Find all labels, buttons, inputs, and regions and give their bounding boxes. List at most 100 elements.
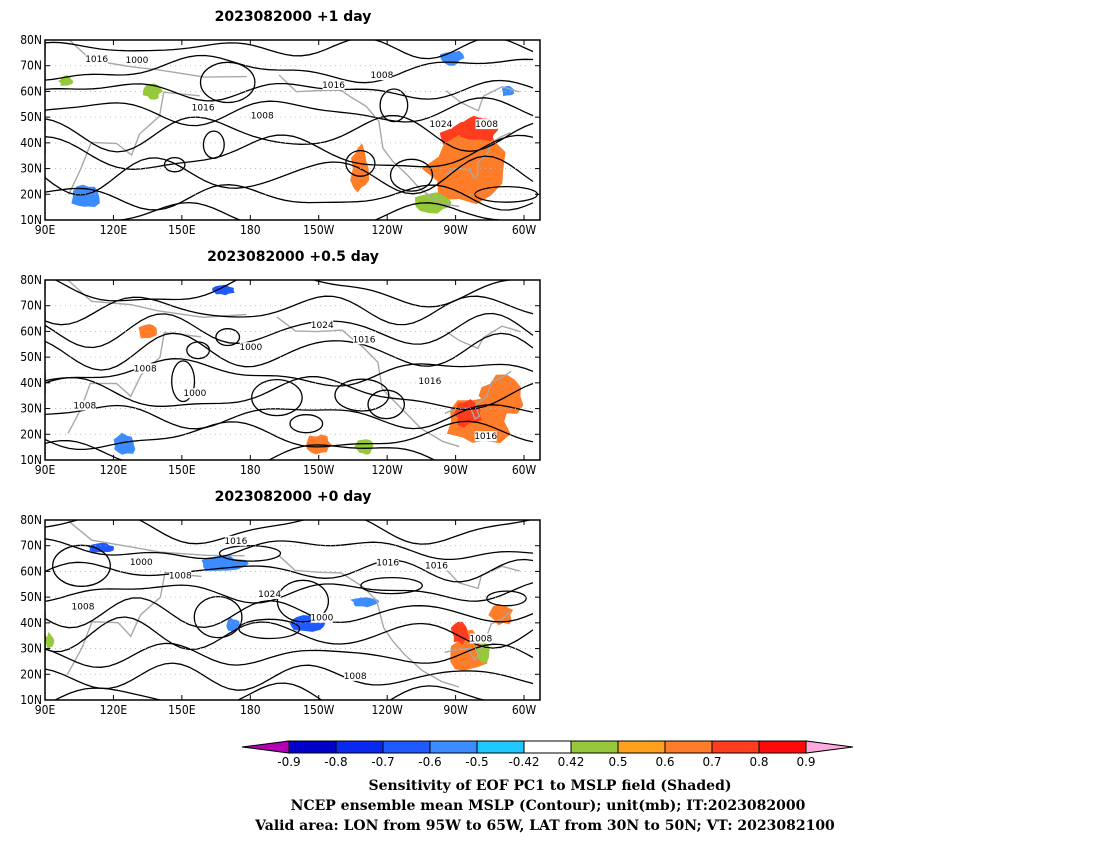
- contour-label-bg: [258, 589, 281, 600]
- sensitivity-shading: [113, 432, 136, 455]
- coastline: [66, 280, 247, 319]
- x-tick-label: 90W: [443, 703, 468, 717]
- mslp-contour: [45, 558, 534, 583]
- colorbar-box: [288, 740, 337, 754]
- contour-label: 1008: [251, 111, 274, 121]
- caption-line-2: NCEP ensemble mean MSLP (Contour); unit(…: [291, 798, 806, 814]
- colorbar-extend-left: [241, 740, 290, 754]
- y-tick-label: 50N: [20, 590, 42, 604]
- map-3: 1008 1000 1008 1016 1024 1000 1008 1016 1016 1008…: [20, 513, 541, 717]
- y-tick-label: 30N: [20, 402, 42, 416]
- mslp-contour: [45, 682, 487, 700]
- mslp-closed-contour: [251, 378, 303, 417]
- contour-label: 1016: [425, 561, 448, 571]
- sensitivity-shading: [45, 631, 55, 650]
- coastline: [67, 520, 245, 557]
- colorbar-label: 0.9: [796, 755, 815, 769]
- mslp-contour: [45, 332, 534, 371]
- colorbar-label: -0.6: [418, 755, 441, 769]
- mslp-contour: [45, 295, 534, 326]
- y-tick-label: 70N: [20, 539, 42, 553]
- y-tick-label: 40N: [20, 136, 42, 150]
- contour-label-bg: [73, 400, 96, 411]
- x-tick-label: 150W: [303, 463, 335, 477]
- coastline: [445, 85, 520, 112]
- mslp-closed-contour: [52, 544, 111, 587]
- mslp-contour: [45, 616, 534, 653]
- x-tick-label: 60W: [512, 463, 537, 477]
- x-tick-label: 180: [240, 223, 261, 237]
- contour-label: 1024: [311, 321, 334, 331]
- map-2: 1008 1008 1000 1000 1024 1016 1016 1016 90E 120E 1…: [20, 273, 541, 477]
- x-tick-label: 150E: [168, 703, 196, 717]
- contour-label-bg: [224, 535, 247, 546]
- contour-label-bg: [370, 70, 393, 81]
- colorbar-label: -0.9: [277, 755, 300, 769]
- contour-label: 1016: [85, 55, 108, 65]
- colorbar-label: 0.5: [608, 755, 627, 769]
- mslp-contour: [45, 376, 534, 410]
- x-tick-label: 60W: [512, 223, 537, 237]
- contour-label: 1024: [258, 590, 281, 600]
- y-tick-label: 10N: [20, 213, 42, 227]
- colorbar-box: [664, 740, 713, 754]
- mslp-closed-contour: [379, 88, 409, 123]
- contour-label-bg: [469, 633, 492, 644]
- x-tick-label: 150W: [303, 703, 335, 717]
- mslp-closed-contour: [367, 389, 406, 420]
- contour-label: 1008: [370, 71, 393, 81]
- contour-label-bg: [130, 556, 153, 567]
- map-frame: [44, 39, 541, 221]
- panel-1-title: 2023082000 +1 day: [215, 9, 372, 25]
- colorbar-label: -0.8: [324, 755, 347, 769]
- colorbar-box: [570, 740, 619, 754]
- caption: Sensitivity of EOF PC1 to MSLP field (Sh…: [254, 778, 835, 834]
- y-tick-label: 50N: [20, 110, 42, 124]
- sensitivity-shading: [212, 284, 235, 296]
- colorbar-label: -0.7: [371, 755, 394, 769]
- contour-label-bg: [322, 79, 345, 90]
- contour-label-bg: [376, 557, 399, 568]
- x-tick-label: 120E: [100, 223, 128, 237]
- colorbar-label: -0.5: [465, 755, 488, 769]
- contour-label-bg: [192, 102, 215, 113]
- contour-label-bg: [85, 54, 108, 65]
- contour-label: 1016: [224, 537, 247, 547]
- mslp-contour: [45, 312, 534, 349]
- contour-label: 1016: [418, 377, 441, 387]
- caption-line-3: Valid area: LON from 95W to 65W, LAT fro…: [254, 818, 835, 834]
- contour-label-bg: [310, 612, 333, 623]
- sensitivity-shading: [87, 542, 114, 553]
- contour-label: 1016: [322, 81, 345, 91]
- sensitivity-shading: [453, 399, 482, 428]
- mslp-contour: [45, 404, 534, 430]
- mslp-closed-contour: [215, 328, 241, 347]
- sensitivity-shading: [138, 324, 157, 339]
- contour-label-bg: [425, 560, 448, 571]
- mslp-contour: [45, 184, 534, 211]
- sensitivity-shading: [478, 374, 524, 418]
- x-tick-label: 120W: [372, 703, 404, 717]
- colorbar-label: 0.8: [749, 755, 768, 769]
- mslp-contour: [45, 54, 534, 84]
- contour-label: 1008: [73, 401, 96, 411]
- x-tick-label: 120W: [372, 223, 404, 237]
- mslp-contour: [45, 134, 534, 170]
- coastline: [278, 554, 460, 688]
- coastline: [446, 565, 520, 590]
- mslp-closed-contour: [345, 149, 376, 177]
- contour-label: 1016: [376, 559, 399, 569]
- x-tick-label: 150W: [303, 223, 335, 237]
- y-tick-label: 40N: [20, 616, 42, 630]
- colorbar-box: [476, 740, 525, 754]
- contour-label: 1008: [469, 635, 492, 645]
- panel-3: 2023082000 +0 day 1008100010081016102410…: [20, 489, 541, 717]
- y-tick-label: 70N: [20, 299, 42, 313]
- mslp-contour: [45, 582, 534, 604]
- mslp-closed-contour: [202, 130, 225, 159]
- contour-label: 1008: [344, 672, 367, 682]
- mslp-contour: [45, 642, 534, 668]
- y-tick-label: 80N: [20, 33, 42, 47]
- panel-3-title: 2023082000 +0 day: [215, 489, 372, 505]
- mslp-closed-contour: [163, 156, 186, 173]
